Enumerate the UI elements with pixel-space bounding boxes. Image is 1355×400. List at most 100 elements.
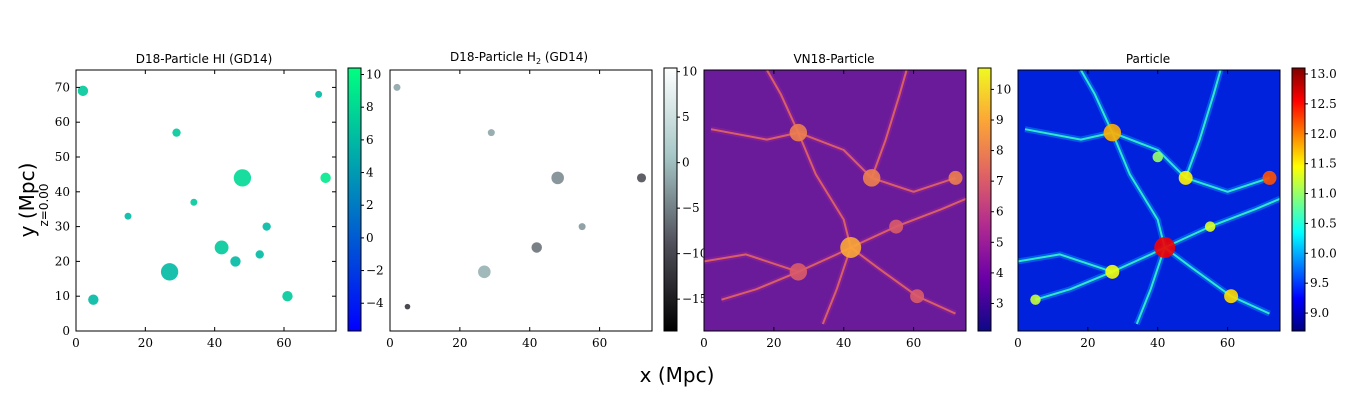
density-clump — [320, 172, 331, 184]
x-tick-label: 60 — [276, 336, 291, 350]
panel-hi: D18-Particle HI (GD14) 0 20 40 600102030405… — [55, 52, 384, 350]
density-clump — [578, 223, 586, 231]
density-clump — [1204, 221, 1216, 232]
density-clump — [190, 198, 198, 206]
y-tick-label: 40 — [55, 185, 70, 199]
colorbar-tick-label: 10 — [682, 65, 697, 79]
map-background — [704, 70, 966, 331]
x-tick-label: 20 — [452, 336, 467, 350]
x-tick-label: 60 — [592, 336, 607, 350]
colorbar-tick-label: 5 — [996, 235, 1004, 249]
colorbar-tick-label: 8 — [366, 100, 374, 114]
x-tick-label: 20 — [138, 336, 153, 350]
colorbar-tick-label: −2 — [366, 264, 384, 278]
y-tick-label: 0 — [62, 324, 70, 338]
colorbar: 3 4 5 6 7 8 9 10 — [977, 67, 1011, 332]
density-clump — [214, 240, 229, 255]
density-map — [1018, 70, 1280, 331]
density-clump — [487, 129, 495, 137]
density-clump — [160, 263, 179, 281]
density-clump — [910, 289, 925, 304]
colorbar-tick-label: −4 — [366, 296, 384, 310]
axes: 0 20 40 60 0 10 20 30 40 50 60 70 — [55, 69, 337, 350]
colorbar-tick-label: 0 — [366, 231, 374, 245]
colorbar-gradient — [1291, 67, 1306, 332]
axes: 0 20 40 60 — [1014, 69, 1281, 350]
density-clump — [262, 222, 271, 231]
y-tick-label: 50 — [55, 150, 70, 164]
density-clump — [1224, 289, 1239, 304]
panel-title: D18-Particle H2 (GD14) — [450, 50, 588, 66]
density-clump — [1103, 123, 1122, 142]
x-tick-label: 40 — [1150, 336, 1165, 350]
x-tick-label: 0 — [1014, 336, 1022, 350]
x-tick-label: 20 — [1080, 336, 1095, 350]
density-clump — [282, 291, 293, 302]
colorbar-tick-label: 4 — [366, 166, 374, 180]
x-axis-label: x (Mpc) — [640, 363, 715, 387]
colorbar-tick-label: −15 — [682, 292, 707, 306]
filament — [850, 246, 956, 315]
colorbar-tick-label: 10.0 — [1310, 246, 1337, 260]
panel-title: Particle — [1126, 52, 1170, 66]
filament — [1111, 132, 1166, 325]
colorbar-tick-label: 9.5 — [1310, 276, 1329, 290]
density-clump — [172, 128, 181, 137]
map-background — [76, 70, 336, 331]
density-map — [390, 70, 652, 331]
density-clump — [393, 83, 401, 91]
filament — [1080, 70, 1114, 134]
filament — [766, 70, 800, 134]
colorbar-tick-label: 6 — [366, 133, 374, 147]
y-tick-label: 10 — [55, 289, 70, 303]
density-clump — [1030, 294, 1041, 305]
density-clump — [1154, 237, 1176, 258]
filament — [721, 270, 799, 301]
density-clump — [789, 263, 808, 281]
y-tick-label: 20 — [55, 254, 70, 268]
density-clump — [862, 169, 881, 187]
density-clump — [531, 242, 542, 253]
density-clump — [404, 303, 411, 310]
x-tick-label: 0 — [72, 336, 80, 350]
density-clump — [948, 170, 963, 185]
colorbar: 9.0 9.5 10.0 10.5 11.0 11.5 12.0 12.5 13.0 — [1291, 67, 1337, 332]
filament — [710, 128, 956, 193]
density-map — [704, 70, 966, 331]
colorbar-tick-label: 9.0 — [1310, 306, 1329, 320]
density-clump — [551, 171, 564, 185]
density-clump — [840, 237, 862, 258]
density-clump — [889, 219, 904, 234]
colorbar-tick-label: 10 — [366, 68, 381, 82]
axes: 0 20 40 60 — [386, 69, 653, 350]
density-clump — [789, 123, 808, 142]
density-clump — [1178, 170, 1193, 185]
filament — [797, 132, 852, 325]
panel-vn18: VN18-Particle 0 20 40 60 3 4 5 6 7 8 9 10 — [700, 52, 1011, 350]
colorbar-tick-label: −10 — [682, 247, 707, 261]
colorbar-tick-label: 0 — [682, 156, 690, 170]
x-tick-label: 20 — [766, 336, 781, 350]
density-clump — [1152, 151, 1163, 163]
density-clump — [124, 212, 132, 220]
density-clump — [478, 265, 491, 279]
colorbar-gradient — [347, 67, 362, 332]
density-map — [76, 70, 336, 331]
axes-frame — [389, 69, 653, 332]
colorbar-tick-label: 8 — [996, 144, 1004, 158]
panel-title: D18-Particle HI (GD14) — [136, 52, 273, 66]
y-tick-label: 30 — [55, 220, 70, 234]
axes-frame — [1017, 69, 1281, 332]
density-clump — [1105, 264, 1120, 279]
density-clump — [230, 256, 241, 267]
density-clump — [636, 173, 647, 183]
density-clump — [77, 85, 89, 97]
density-clump — [315, 90, 323, 98]
density-clump — [255, 250, 264, 259]
map-background — [1018, 70, 1280, 331]
colorbar-tick-label: 3 — [996, 296, 1004, 310]
colorbar-tick-label: 7 — [996, 174, 1004, 188]
axes: 0 20 40 60 — [700, 69, 967, 350]
density-clump — [88, 294, 99, 305]
